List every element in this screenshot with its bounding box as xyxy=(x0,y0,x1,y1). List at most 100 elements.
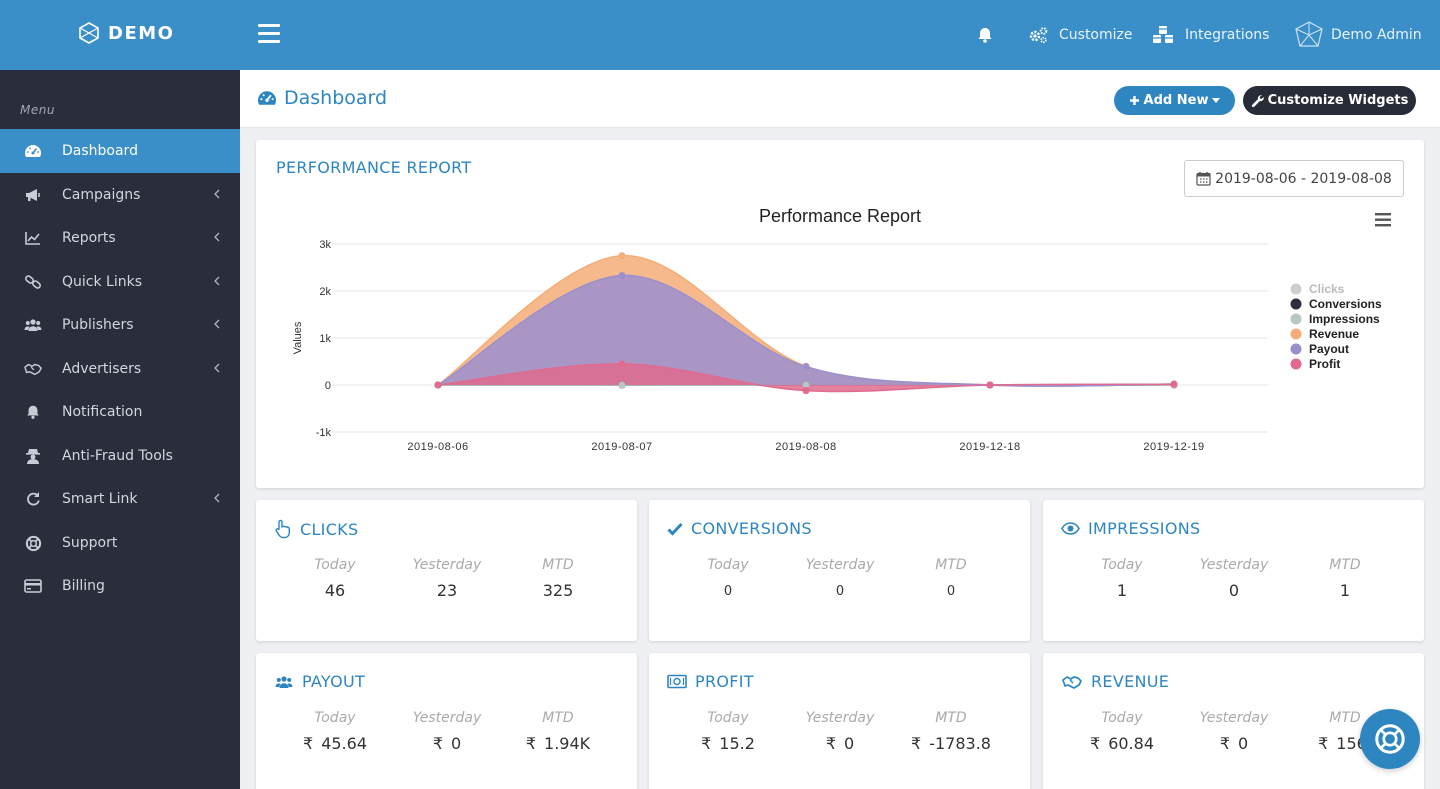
data-point-profit[interactable] xyxy=(802,387,810,395)
chevron-left-icon xyxy=(214,232,220,242)
today-value-wrapper: ₹15.2 xyxy=(673,734,783,753)
integrations-label: Integrations xyxy=(1185,27,1270,43)
y-axis-label: Values xyxy=(292,321,304,354)
legend-item-conversions[interactable]: Conversions xyxy=(1290,297,1383,311)
mtd-column: MTD ₹1.94K xyxy=(503,710,613,753)
plus-icon xyxy=(1129,96,1139,105)
stat-title-text: CONVERSIONS xyxy=(691,519,812,538)
mtd-value: 1 xyxy=(1339,581,1351,600)
legend-marker xyxy=(1290,328,1302,340)
revenue-card: REVENUE Today ₹60.84 Yesterday ₹0 MTD ₹156. xyxy=(1043,653,1424,789)
handshake-icon xyxy=(1062,675,1082,689)
stat-title-text: REVENUE xyxy=(1091,672,1170,691)
data-point-payout[interactable] xyxy=(802,363,810,371)
sidebar-item-smart-link[interactable]: Smart Link xyxy=(0,477,240,521)
y-tick-label: 1k xyxy=(319,333,331,345)
legend-label: Payout xyxy=(1309,342,1349,356)
impressions-card: IMPRESSIONS Today 1 Yesterday 0 MTD 1 xyxy=(1043,500,1424,641)
user-menu[interactable]: Demo Admin xyxy=(1293,0,1422,70)
menu-label: Menu xyxy=(20,103,55,117)
yesterday-value: 23 xyxy=(436,581,458,600)
y-tick-label: 0 xyxy=(325,380,331,392)
yesterday-value: 0 xyxy=(844,734,855,753)
brand-logo[interactable]: DEMO xyxy=(78,22,174,44)
y-tick-label: 3k xyxy=(319,239,331,251)
chart-menu-icon[interactable] xyxy=(1375,213,1391,227)
chevron-left-icon xyxy=(214,189,220,199)
legend-item-revenue[interactable]: Revenue xyxy=(1290,327,1360,341)
add-new-label: Add New xyxy=(1143,93,1209,108)
date-range-picker[interactable]: 2019-08-06 - 2019-08-08 xyxy=(1184,160,1404,197)
today-value-wrapper: ₹45.64 xyxy=(280,734,390,753)
sidebar-item-quick-links[interactable]: Quick Links xyxy=(0,260,240,304)
sidebar-item-label: Campaigns xyxy=(62,187,141,203)
sidebar-item-campaigns[interactable]: Campaigns xyxy=(0,173,240,217)
add-new-button[interactable]: Add New xyxy=(1114,86,1235,115)
sidebar-item-dashboard[interactable]: Dashboard xyxy=(0,129,240,173)
customize-button[interactable]: Customize xyxy=(1028,0,1133,70)
legend-item-clicks[interactable]: Clicks xyxy=(1290,282,1345,296)
cubes-icon xyxy=(1153,26,1173,43)
sidebar-item-label: Notification xyxy=(62,404,143,420)
data-point-payout[interactable] xyxy=(618,271,626,279)
bell-icon xyxy=(978,28,992,43)
currency-symbol: ₹ xyxy=(701,734,712,753)
data-point-impressions[interactable] xyxy=(618,381,626,389)
wrench-icon xyxy=(1251,95,1264,107)
yesterday-column: Yesterday 0 xyxy=(785,557,895,599)
customize-widgets-button[interactable]: Customize Widgets xyxy=(1243,86,1416,115)
mtd-value: 1.94K xyxy=(544,734,591,753)
legend-marker xyxy=(1290,283,1302,295)
today-value-wrapper: ₹60.84 xyxy=(1067,734,1177,753)
yesterday-column: Yesterday 23 xyxy=(392,557,502,600)
legend-marker xyxy=(1290,343,1302,355)
sidebar-item-label: Reports xyxy=(62,230,116,246)
sidebar-item-support[interactable]: Support xyxy=(0,521,240,565)
sidebar-item-label: Quick Links xyxy=(62,274,143,290)
avatar xyxy=(1295,21,1323,47)
sidebar-item-reports[interactable]: Reports xyxy=(0,216,240,260)
help-support-button[interactable] xyxy=(1360,709,1420,769)
mtd-label: MTD xyxy=(935,710,967,726)
x-tick-label: 2019-08-07 xyxy=(591,441,652,453)
today-label: Today xyxy=(1101,710,1143,726)
sidebar-item-label: Anti-Fraud Tools xyxy=(62,448,173,464)
legend-item-impressions[interactable]: Impressions xyxy=(1290,312,1381,326)
today-column: Today ₹60.84 xyxy=(1067,710,1177,753)
mtd-column: MTD 1 xyxy=(1290,557,1400,600)
data-point-impressions[interactable] xyxy=(802,381,810,389)
sidebar-item-publishers[interactable]: Publishers xyxy=(0,303,240,347)
sidebar-item-notification[interactable]: Notification xyxy=(0,390,240,434)
legend-marker xyxy=(1290,358,1302,370)
chevron-left-icon xyxy=(214,276,220,286)
integrations-button[interactable]: Integrations xyxy=(1151,0,1269,70)
mtd-value-wrapper: ₹ -1783.8 xyxy=(896,734,1006,753)
legend-label: Profit xyxy=(1309,357,1340,371)
data-point-profit[interactable] xyxy=(618,360,626,368)
data-point-profit[interactable] xyxy=(1170,380,1178,388)
data-point-profit[interactable] xyxy=(986,381,994,389)
sidebar-item-billing[interactable]: Billing xyxy=(0,564,240,608)
x-tick-label: 2019-12-18 xyxy=(959,441,1020,453)
caret-down-icon xyxy=(1212,97,1221,103)
legend-item-profit[interactable]: Profit xyxy=(1290,357,1341,371)
menu-toggle-button[interactable] xyxy=(258,24,280,44)
payout-card: PAYOUT Today ₹45.64 Yesterday ₹0 MTD ₹1.94K xyxy=(256,653,637,789)
check-icon xyxy=(667,522,683,536)
page-title: Dashboard xyxy=(256,87,387,109)
page-title-text: Dashboard xyxy=(284,87,388,109)
legend-item-payout[interactable]: Payout xyxy=(1290,342,1350,356)
notifications-button[interactable] xyxy=(976,0,1004,70)
currency-symbol: ₹ xyxy=(525,734,537,753)
life-ring-icon xyxy=(1375,724,1405,754)
dashboard-icon xyxy=(24,142,42,160)
today-value: 45.64 xyxy=(321,734,367,753)
data-point-revenue[interactable] xyxy=(618,252,626,260)
data-point-profit[interactable] xyxy=(434,381,442,389)
legend-marker xyxy=(1290,298,1302,310)
sidebar-item-anti-fraud-tools[interactable]: Anti-Fraud Tools xyxy=(0,434,240,478)
top-navbar: DEMO Customize Integrations Demo Admin xyxy=(0,0,1440,70)
today-label: Today xyxy=(1101,557,1143,573)
stat-title-text: PROFIT xyxy=(695,672,754,691)
sidebar-item-advertisers[interactable]: Advertisers xyxy=(0,347,240,391)
